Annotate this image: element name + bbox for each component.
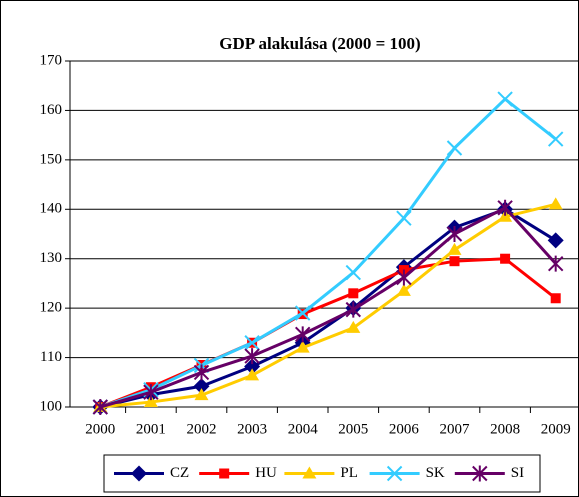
marker: [143, 395, 158, 408]
legend-label: SI: [511, 465, 524, 481]
marker: [348, 288, 359, 299]
series-line: [99, 205, 557, 409]
marker: [547, 131, 564, 147]
marker: [294, 326, 311, 343]
marker: [446, 226, 463, 242]
marker: [548, 197, 563, 210]
series-line: [100, 202, 557, 409]
marker: [345, 301, 362, 318]
x-tick-label: 2001: [136, 421, 166, 437]
y-tick-label: 140: [40, 201, 63, 217]
x-tick-label: 2004: [288, 421, 319, 437]
y-tick-label: 160: [40, 102, 63, 118]
marker: [396, 283, 411, 296]
marker: [449, 256, 460, 267]
marker: [446, 140, 463, 156]
marker: [194, 388, 209, 401]
marker: [219, 468, 230, 479]
marker: [193, 364, 210, 381]
x-tick-label: 2008: [490, 421, 520, 437]
marker: [497, 199, 513, 216]
x-tick-label: 2003: [237, 421, 267, 437]
y-tick-label: 110: [40, 349, 62, 365]
y-tick-label: 170: [40, 52, 63, 68]
legend-label: HU: [255, 465, 277, 481]
marker: [472, 465, 488, 482]
marker: [547, 255, 564, 272]
marker: [302, 466, 317, 479]
x-tick-label: 2000: [85, 421, 115, 437]
x-tick-label: 2006: [389, 421, 420, 437]
chart-title: GDP alakulása (2000 = 100): [219, 34, 420, 53]
x-tick-label: 2005: [338, 421, 368, 437]
marker: [386, 465, 403, 482]
y-tick-label: 130: [40, 250, 63, 266]
marker: [396, 269, 412, 286]
marker: [143, 384, 159, 401]
marker: [547, 232, 564, 249]
y-tick-label: 120: [40, 300, 63, 316]
marker: [245, 368, 260, 381]
marker: [346, 320, 361, 333]
marker: [244, 348, 260, 365]
x-tick-label: 2002: [187, 421, 217, 437]
series-line: [99, 207, 557, 409]
marker: [295, 340, 310, 353]
y-tick-label: 150: [40, 151, 63, 167]
marker: [497, 91, 513, 107]
marker: [193, 378, 210, 395]
x-tick-label: 2009: [541, 421, 571, 437]
marker: [244, 335, 260, 351]
legend-label: SK: [426, 465, 445, 481]
legend-label: PL: [340, 465, 358, 481]
legend-label: CZ: [170, 465, 189, 481]
marker: [294, 305, 311, 321]
marker: [447, 242, 462, 255]
marker: [131, 465, 147, 482]
marker: [500, 253, 511, 264]
marker: [550, 293, 561, 304]
marker: [396, 210, 412, 226]
x-tick-label: 2007: [440, 421, 471, 437]
y-tick-label: 100: [40, 398, 63, 414]
series-line: [99, 97, 557, 409]
marker: [345, 264, 362, 281]
marker: [92, 399, 109, 415]
marker: [244, 358, 261, 375]
